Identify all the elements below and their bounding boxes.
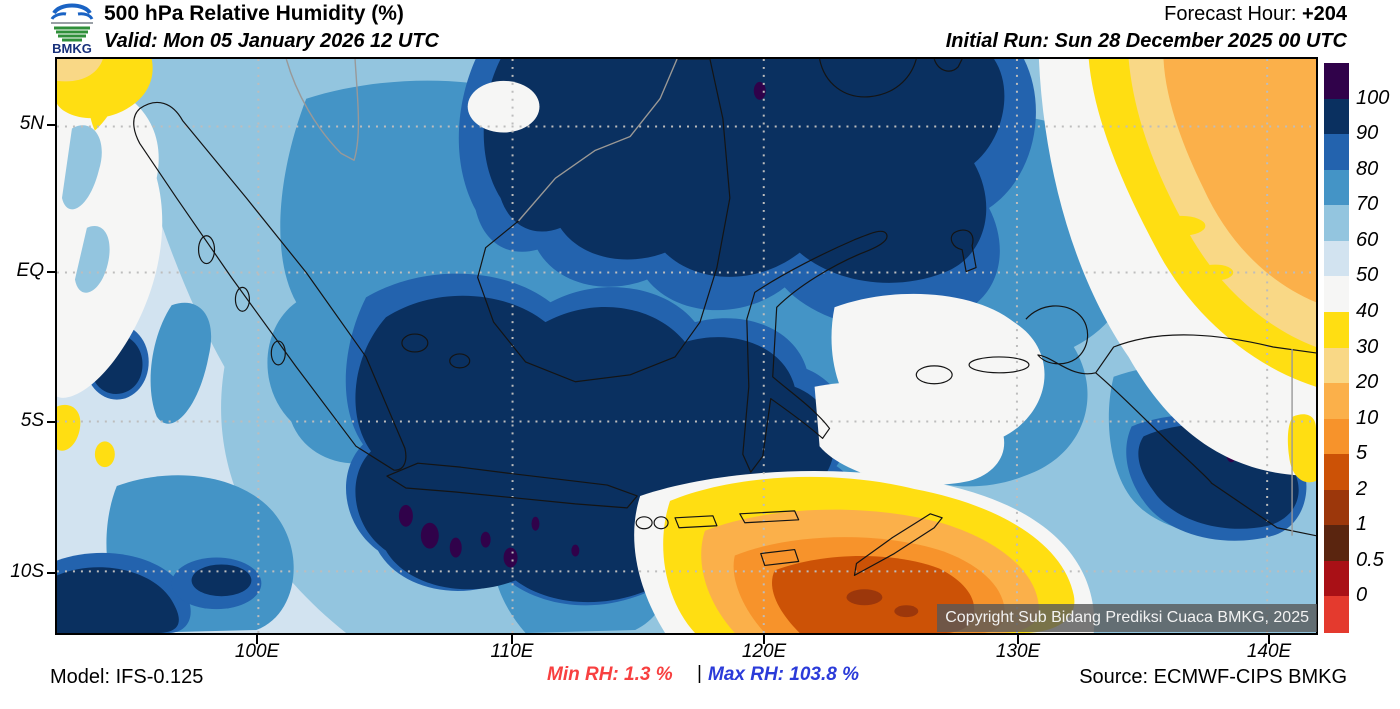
lat-tick [47, 271, 55, 273]
foreign-coastlines [285, 59, 1293, 536]
colorbar-segment-10 [1324, 418, 1349, 455]
colorbar-label-70: 70 [1356, 193, 1379, 216]
colorbar-segment-4 [1324, 205, 1349, 242]
coastlines [133, 59, 1316, 576]
bmkg-logo-icon: BMKG [50, 3, 94, 55]
colorbar-label-2: 2 [1356, 477, 1368, 500]
colorbar-segment-7 [1324, 311, 1349, 348]
lon-tick [763, 635, 765, 644]
colorbar-segment-0 [1324, 63, 1349, 100]
colorbar-label-90: 90 [1356, 122, 1379, 145]
initial-run-label: Initial Run: Sun 28 December 2025 00 UTC [945, 30, 1347, 52]
colorbar-label-100: 100 [1356, 86, 1390, 109]
colorbar-segment-15 [1324, 596, 1349, 633]
lat-tick [47, 421, 55, 423]
lat-tick [47, 572, 55, 574]
colorbar-segment-5 [1324, 240, 1349, 277]
colorbar-segment-6 [1324, 276, 1349, 313]
colorbar-label-20: 20 [1356, 371, 1379, 394]
lon-label-120E: 120E [741, 641, 787, 662]
humidity-map-svg [57, 59, 1316, 633]
colorbar-segment-11 [1324, 454, 1349, 491]
colorbar-segment-3 [1324, 169, 1349, 206]
page-title: 500 hPa Relative Humidity (%) [104, 2, 404, 25]
humidity-map [55, 57, 1318, 635]
colorbar-segment-13 [1324, 525, 1349, 562]
lat-label-5S: 5S [20, 410, 44, 431]
min-rh-label: Min RH: 1.3 % [547, 664, 673, 685]
colorbar-label-60: 60 [1356, 228, 1379, 251]
colorbar-label-80: 80 [1356, 157, 1379, 180]
forecast-hour-label: Forecast Hour: +204 [1164, 3, 1347, 25]
lon-label-110E: 110E [490, 641, 534, 662]
colorbar-segment-12 [1324, 489, 1349, 526]
colorbar-label-0.5: 0.5 [1356, 548, 1384, 571]
forecast-hour-value: +204 [1301, 3, 1347, 25]
lat-label-EQ: EQ [16, 260, 44, 281]
valid-time-label: Valid: Mon 05 January 2026 12 UTC [104, 30, 439, 52]
colorbar-segment-2 [1324, 134, 1349, 171]
lon-tick [1017, 635, 1019, 644]
humidity-colorbar [1324, 63, 1349, 633]
colorbar-label-0: 0 [1356, 584, 1368, 607]
rh-topleft-dry [57, 59, 153, 468]
rh-topright-dry [1088, 59, 1316, 483]
max-rh-label: Max RH: 103.8 % [708, 664, 860, 685]
copyright-badge: Copyright Sub Bidang Prediksi Cuaca BMKG… [937, 604, 1317, 632]
lon-label-100E: 100E [234, 641, 280, 662]
rh-bottom-dry [663, 476, 1075, 633]
lon-label-140E: 140E [1246, 641, 1292, 662]
colorbar-segment-1 [1324, 98, 1349, 135]
colorbar-label-5: 5 [1356, 442, 1368, 465]
lon-label-130E: 130E [995, 641, 1041, 662]
colorbar-label-40: 40 [1356, 299, 1379, 322]
rh-100-specks [398, 81, 1237, 568]
colorbar-segment-8 [1324, 347, 1349, 384]
lat-tick [47, 124, 55, 126]
lat-label-5N: 5N [19, 113, 44, 134]
colorbar-label-1: 1 [1356, 513, 1368, 536]
colorbar-label-50: 50 [1356, 264, 1379, 287]
colorbar-segment-14 [1324, 560, 1349, 597]
minmax-separator: | [697, 663, 702, 684]
colorbar-label-10: 10 [1356, 406, 1379, 429]
source-label: Source: ECMWF-CIPS BMKG [1079, 666, 1347, 688]
lon-tick [1268, 635, 1270, 644]
bmkg-logo-label: BMKG [52, 41, 92, 55]
lon-tick [256, 635, 258, 644]
colorbar-label-30: 30 [1356, 335, 1379, 358]
lat-label-10S: 10S [10, 561, 44, 582]
rh-left-streaks [61, 125, 110, 293]
colorbar-segment-9 [1324, 383, 1349, 420]
model-label: Model: IFS-0.125 [50, 666, 204, 688]
lon-tick [511, 635, 513, 644]
